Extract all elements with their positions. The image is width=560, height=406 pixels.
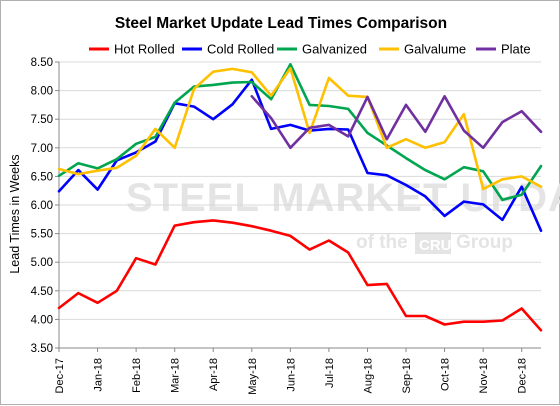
y-tick-label: 8.00 xyxy=(31,86,53,98)
x-tick-label: Apr-18 xyxy=(208,358,220,391)
watermark-brand-text: STEEL MARKET UPDATE xyxy=(126,176,560,220)
legend-label-hot-rolled: Hot Rolled xyxy=(114,42,175,57)
series-lines xyxy=(57,62,543,332)
y-tick-label: 8.50 xyxy=(31,57,53,69)
y-tick-label: 6.50 xyxy=(31,171,53,183)
legend-label-galvalume: Galvalume xyxy=(404,42,466,57)
x-tick-label: Oct-18 xyxy=(440,358,452,391)
y-tick-label: 4.00 xyxy=(31,314,53,326)
x-tick-label: Feb-18 xyxy=(131,358,143,393)
x-tick-label: Sep-18 xyxy=(401,358,413,393)
x-tick-label: Jan-18 xyxy=(93,358,105,392)
x-tick-label: Jun-18 xyxy=(285,358,297,392)
x-tick-label: Mar-18 xyxy=(170,358,182,393)
legend-label-galvanized: Galvanized xyxy=(302,42,367,57)
watermark-sub-right: Group xyxy=(456,232,513,253)
y-tick-label: 7.00 xyxy=(31,143,53,155)
watermark-sub-left: of the xyxy=(356,232,408,253)
legend-label-cold-rolled: Cold Rolled xyxy=(207,42,274,57)
y-tick-label: 6.00 xyxy=(31,200,53,212)
series-line-plate xyxy=(250,95,543,150)
x-tick-label: Jul-18 xyxy=(324,358,336,388)
watermark-logo-text: CRU xyxy=(419,237,452,254)
x-tick-label: Dec-17 xyxy=(54,358,66,393)
series-line-galvalume xyxy=(57,67,543,191)
legend: Hot Rolled Cold Rolled Galvanized Galvalume… xyxy=(89,42,531,57)
y-tick-label: 5.00 xyxy=(31,257,53,269)
chart-title: Steel Market Update Lead Times Compariso… xyxy=(115,15,447,32)
y-axis-label: Lead Times in Weeks xyxy=(8,154,22,273)
y-tick-label: 3.50 xyxy=(31,343,53,355)
watermark: STEEL MARKET UPDATE of the CRU Group xyxy=(126,176,560,254)
y-tick-label: 7.50 xyxy=(31,114,53,126)
series-line-galvanized xyxy=(57,62,543,202)
watermark-logo-box xyxy=(415,232,451,254)
axes: 3.50 4.00 4.50 5.00 5.50 6.00 6.50 7.00 7.50 8.00… xyxy=(31,57,541,395)
legend-label-plate: Plate xyxy=(501,42,531,57)
x-tick-label: Aug-18 xyxy=(362,358,374,393)
y-tick-label: 4.50 xyxy=(31,286,53,298)
x-tick-label: Nov-18 xyxy=(478,358,490,393)
series-line-hot-rolled xyxy=(57,219,543,332)
y-tick-label: 5.50 xyxy=(31,229,53,241)
x-tick-label: May-18 xyxy=(247,358,259,395)
x-tick-label: Dec-18 xyxy=(517,358,529,393)
